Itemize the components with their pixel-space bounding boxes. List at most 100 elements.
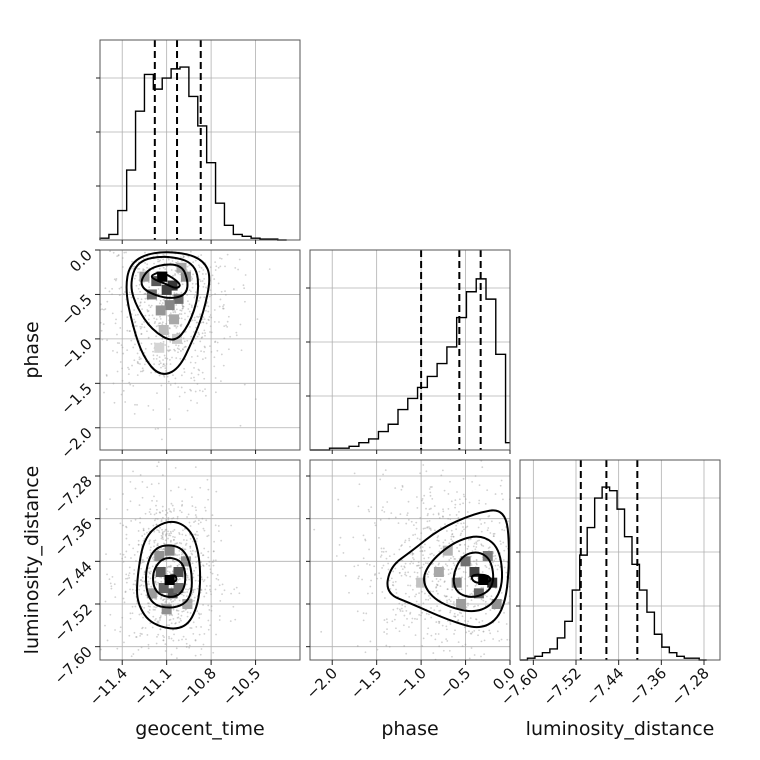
scatter-point — [405, 522, 408, 525]
scatter-point — [132, 653, 135, 655]
scatter-point — [55, 251, 57, 253]
scatter-point — [358, 406, 360, 408]
scatter-point — [411, 617, 414, 620]
scatter-point — [158, 531, 161, 534]
scatter-point — [199, 245, 201, 247]
scatter-point — [139, 357, 142, 360]
scatter-point — [190, 627, 193, 629]
scatter-point — [464, 498, 467, 501]
scatter-point — [216, 574, 219, 576]
scatter-point — [199, 340, 202, 343]
scatter-point — [417, 603, 420, 606]
scatter-point — [147, 610, 150, 613]
scatter-point — [364, 539, 367, 542]
scatter-point — [181, 503, 184, 506]
y-tick-label-luminosity-distance-4: −7.28 — [51, 472, 96, 517]
scatter-point — [152, 556, 155, 559]
scatter-point — [167, 517, 170, 519]
scatter-point — [143, 363, 146, 366]
scatter-point — [141, 496, 144, 499]
scatter-point — [105, 508, 108, 510]
scatter-point — [428, 508, 431, 511]
scatter-point — [125, 533, 128, 536]
scatter-point — [172, 535, 174, 538]
scatter-point — [158, 374, 161, 377]
scatter-point — [155, 512, 158, 515]
scatter-point — [156, 254, 159, 256]
scatter-point — [203, 529, 206, 532]
scatter-point — [188, 587, 191, 590]
scatter-point — [168, 565, 171, 568]
scatter-point — [95, 315, 97, 317]
scatter-point — [452, 603, 455, 606]
scatter-point — [192, 591, 195, 593]
scatter-point — [426, 572, 428, 575]
scatter-point — [134, 343, 136, 346]
scatter-point — [418, 613, 421, 616]
scatter-point — [185, 638, 187, 641]
scatter-point — [191, 505, 194, 507]
scatter-point — [170, 622, 173, 625]
scatter-point — [161, 337, 164, 340]
scatter-point — [180, 317, 183, 320]
frame-layer — [99, 39, 721, 661]
scatter-point — [121, 346, 124, 349]
scatter-point — [188, 289, 191, 292]
scatter-point — [172, 374, 174, 377]
scatter-point — [178, 542, 181, 544]
scatter-point — [173, 509, 175, 512]
scatter-point — [401, 610, 404, 613]
scatter-point — [153, 668, 155, 670]
scatter-point — [442, 541, 445, 544]
scatter-point — [452, 535, 455, 538]
scatter-point — [157, 529, 160, 532]
scatter-point — [135, 284, 138, 287]
scatter-point — [415, 521, 418, 524]
scatter-point — [243, 383, 246, 386]
scatter-point — [169, 618, 172, 621]
scatter-point — [223, 589, 226, 592]
scatter-point — [204, 509, 207, 512]
scatter-point — [416, 575, 419, 578]
scatter-point — [235, 666, 237, 668]
scatter-point — [177, 191, 179, 193]
scatter-point — [427, 598, 430, 601]
scatter-point — [141, 561, 144, 564]
scatter-point — [511, 616, 513, 618]
scatter-point — [254, 398, 257, 401]
scatter-point — [214, 341, 216, 343]
scatter-point — [400, 574, 403, 577]
scatter-point — [161, 516, 164, 519]
scatter-point — [437, 633, 440, 635]
scatter-point — [429, 491, 432, 494]
scatter-point — [409, 545, 411, 548]
scatter-point — [182, 305, 185, 308]
scatter-point — [517, 577, 519, 579]
scatter-point — [200, 561, 202, 563]
scatter-point — [173, 224, 175, 226]
scatter-point — [172, 274, 174, 277]
scatter-point — [166, 357, 169, 360]
histogram-geocent-time — [99, 66, 287, 241]
scatter-point — [443, 580, 446, 583]
scatter-point — [143, 326, 146, 329]
scatter-point — [201, 371, 204, 374]
scatter-point — [194, 294, 196, 297]
scatter-point — [171, 356, 173, 359]
scatter-point — [145, 594, 148, 597]
scatter-point — [165, 509, 167, 512]
scatter-point — [206, 478, 209, 481]
scatter-point — [475, 618, 477, 621]
scatter-point — [155, 508, 158, 511]
scatter-point — [157, 288, 160, 290]
scatter-point — [413, 558, 415, 561]
scatter-point — [420, 532, 423, 535]
y-axis-label-phase: phase — [21, 321, 43, 378]
scatter-point — [162, 538, 164, 541]
scatter-point — [222, 307, 225, 310]
scatter-point — [207, 628, 210, 631]
scatter-point — [178, 549, 181, 552]
scatter-point — [383, 597, 386, 599]
scatter-point — [184, 534, 187, 537]
scatter-point — [143, 589, 146, 592]
